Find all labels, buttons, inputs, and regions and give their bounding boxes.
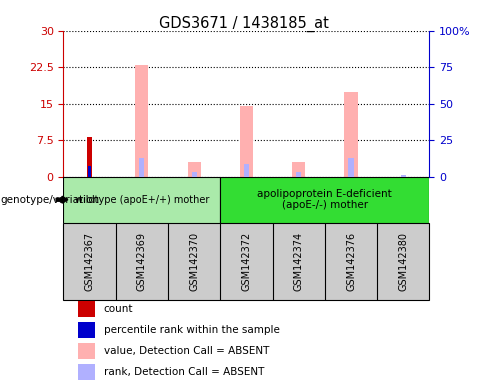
Bar xyxy=(63,177,220,223)
Text: wildtype (apoE+/+) mother: wildtype (apoE+/+) mother xyxy=(75,195,209,205)
Bar xyxy=(88,166,91,177)
Text: GSM142380: GSM142380 xyxy=(398,232,408,291)
Bar xyxy=(135,65,148,177)
Text: rank, Detection Call = ABSENT: rank, Detection Call = ABSENT xyxy=(104,367,264,377)
Text: GDS3671 / 1438185_at: GDS3671 / 1438185_at xyxy=(159,15,329,31)
Text: GSM142370: GSM142370 xyxy=(189,232,199,291)
Bar xyxy=(220,177,429,223)
Bar xyxy=(192,172,197,177)
Bar xyxy=(78,364,95,380)
Text: count: count xyxy=(104,304,133,314)
Bar xyxy=(139,158,144,177)
Text: GSM142369: GSM142369 xyxy=(137,232,147,291)
Text: genotype/variation: genotype/variation xyxy=(0,195,99,205)
Text: GSM142372: GSM142372 xyxy=(242,232,251,291)
Bar xyxy=(401,175,406,177)
Bar xyxy=(292,162,305,177)
Bar xyxy=(345,91,358,177)
Text: percentile rank within the sample: percentile rank within the sample xyxy=(104,325,280,335)
Text: GSM142374: GSM142374 xyxy=(294,232,304,291)
Text: GSM142376: GSM142376 xyxy=(346,232,356,291)
Bar xyxy=(87,137,92,177)
Bar xyxy=(187,162,201,177)
Text: apolipoprotein E-deficient
(apoE-/-) mother: apolipoprotein E-deficient (apoE-/-) mot… xyxy=(258,189,392,210)
Bar xyxy=(78,301,95,317)
Bar xyxy=(296,172,301,177)
Text: GSM142367: GSM142367 xyxy=(84,232,95,291)
Bar xyxy=(348,158,354,177)
Bar xyxy=(78,322,95,338)
Bar xyxy=(240,106,253,177)
Text: value, Detection Call = ABSENT: value, Detection Call = ABSENT xyxy=(104,346,269,356)
Bar xyxy=(78,343,95,359)
Bar xyxy=(244,164,249,177)
